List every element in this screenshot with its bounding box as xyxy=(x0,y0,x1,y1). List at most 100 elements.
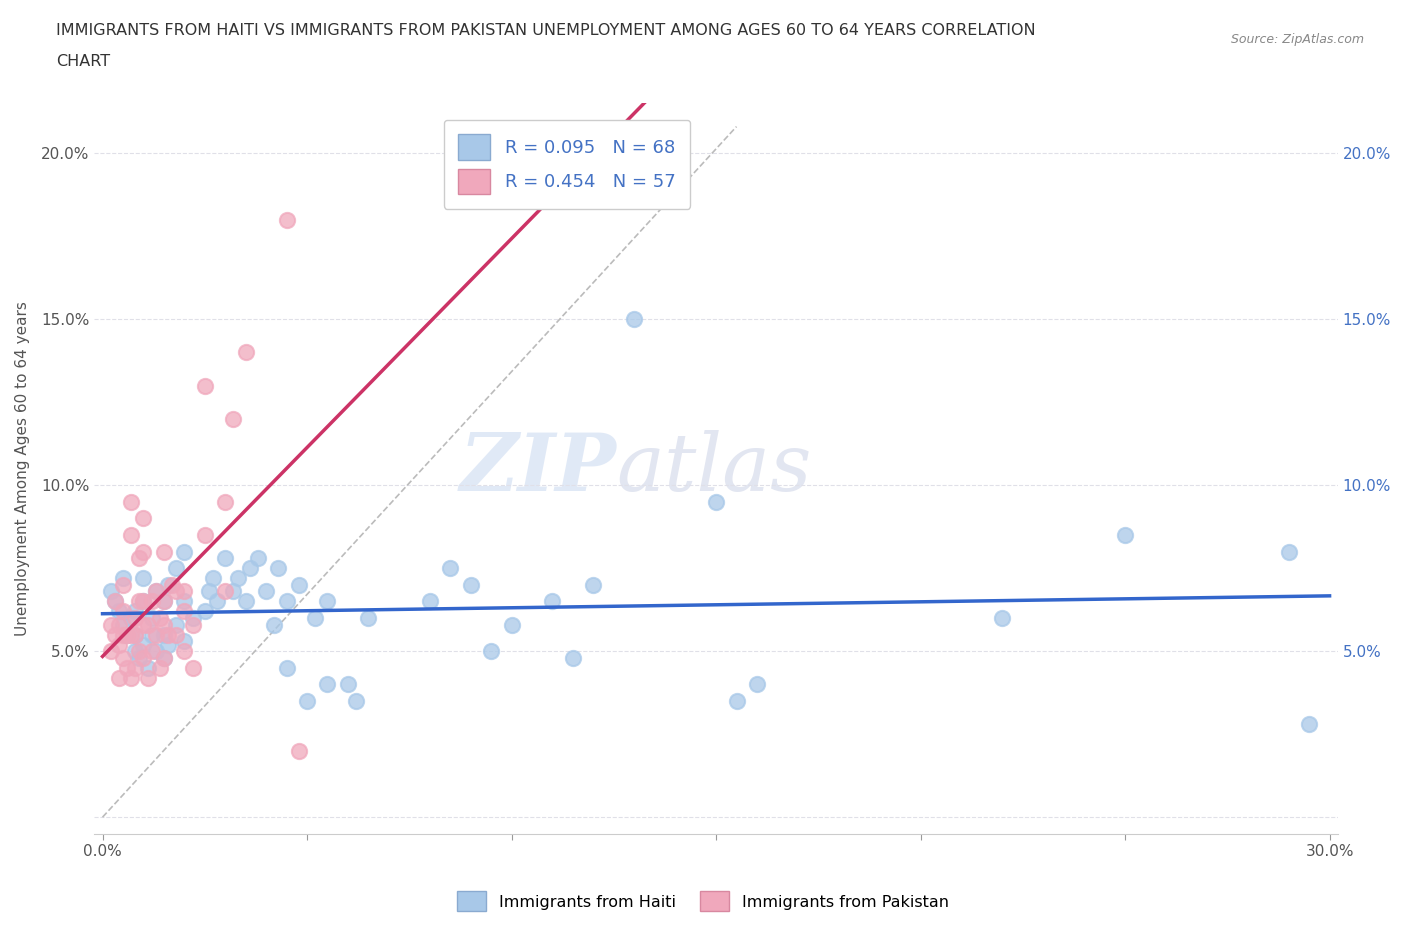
Point xyxy=(181,660,204,675)
Point xyxy=(128,644,150,658)
Point xyxy=(153,650,176,665)
Point xyxy=(173,644,195,658)
Point xyxy=(173,633,195,648)
Point xyxy=(141,644,163,658)
Point xyxy=(132,594,155,609)
Legend: Immigrants from Haiti, Immigrants from Pakistan: Immigrants from Haiti, Immigrants from P… xyxy=(451,885,955,917)
Point xyxy=(541,594,564,609)
Point xyxy=(124,627,146,642)
Point xyxy=(100,644,122,658)
Point xyxy=(479,644,502,658)
Point xyxy=(120,671,142,685)
Point xyxy=(128,650,150,665)
Text: ZIP: ZIP xyxy=(460,430,617,508)
Point xyxy=(132,511,155,525)
Point xyxy=(104,594,127,609)
Point xyxy=(316,594,339,609)
Point xyxy=(149,660,172,675)
Point xyxy=(561,650,583,665)
Point xyxy=(226,571,249,586)
Point xyxy=(235,345,257,360)
Point xyxy=(222,584,245,599)
Point xyxy=(288,743,311,758)
Point xyxy=(214,551,236,565)
Point xyxy=(165,561,187,576)
Legend: R = 0.095   N = 68, R = 0.454   N = 57: R = 0.095 N = 68, R = 0.454 N = 57 xyxy=(443,120,690,208)
Point xyxy=(156,578,179,592)
Text: Source: ZipAtlas.com: Source: ZipAtlas.com xyxy=(1230,33,1364,46)
Point xyxy=(295,694,318,709)
Point xyxy=(153,594,176,609)
Point xyxy=(153,618,176,632)
Point xyxy=(501,618,523,632)
Point xyxy=(108,637,131,652)
Point xyxy=(136,660,159,675)
Point xyxy=(205,594,228,609)
Point xyxy=(181,610,204,625)
Point xyxy=(124,627,146,642)
Point xyxy=(153,594,176,609)
Point xyxy=(120,610,142,625)
Point xyxy=(173,544,195,559)
Point xyxy=(194,379,217,393)
Point xyxy=(288,578,311,592)
Point xyxy=(745,677,768,692)
Point xyxy=(173,584,195,599)
Point xyxy=(132,544,155,559)
Point xyxy=(128,551,150,565)
Point xyxy=(136,671,159,685)
Point xyxy=(132,571,155,586)
Point xyxy=(149,610,172,625)
Point xyxy=(128,594,150,609)
Point xyxy=(111,627,134,642)
Point xyxy=(124,610,146,625)
Point xyxy=(156,627,179,642)
Point xyxy=(181,618,204,632)
Point xyxy=(108,671,131,685)
Point xyxy=(111,650,134,665)
Point xyxy=(141,594,163,609)
Point xyxy=(1114,527,1136,542)
Text: atlas: atlas xyxy=(617,430,811,508)
Point xyxy=(145,627,167,642)
Point xyxy=(194,604,217,618)
Point xyxy=(1298,717,1320,732)
Point xyxy=(991,610,1014,625)
Point xyxy=(145,584,167,599)
Point xyxy=(246,551,269,565)
Point xyxy=(115,627,138,642)
Point xyxy=(108,618,131,632)
Point xyxy=(460,578,482,592)
Point xyxy=(100,584,122,599)
Point xyxy=(198,584,221,599)
Point xyxy=(104,627,127,642)
Point xyxy=(304,610,326,625)
Text: CHART: CHART xyxy=(56,54,110,69)
Point xyxy=(357,610,380,625)
Text: IMMIGRANTS FROM HAITI VS IMMIGRANTS FROM PAKISTAN UNEMPLOYMENT AMONG AGES 60 TO : IMMIGRANTS FROM HAITI VS IMMIGRANTS FROM… xyxy=(56,23,1036,38)
Point xyxy=(160,578,183,592)
Point xyxy=(439,561,461,576)
Point xyxy=(276,660,298,675)
Point xyxy=(263,618,285,632)
Point xyxy=(100,618,122,632)
Y-axis label: Unemployment Among Ages 60 to 64 years: Unemployment Among Ages 60 to 64 years xyxy=(15,301,30,636)
Point xyxy=(1278,544,1301,559)
Point xyxy=(235,594,257,609)
Point xyxy=(201,571,224,586)
Point xyxy=(316,677,339,692)
Point xyxy=(111,578,134,592)
Point xyxy=(124,604,146,618)
Point xyxy=(145,644,167,658)
Point xyxy=(132,637,155,652)
Point xyxy=(623,312,645,326)
Point xyxy=(582,578,605,592)
Point xyxy=(136,618,159,632)
Point xyxy=(194,527,217,542)
Point xyxy=(111,571,134,586)
Point xyxy=(173,604,195,618)
Point xyxy=(115,627,138,642)
Point xyxy=(132,594,155,609)
Point xyxy=(173,594,195,609)
Point xyxy=(344,694,367,709)
